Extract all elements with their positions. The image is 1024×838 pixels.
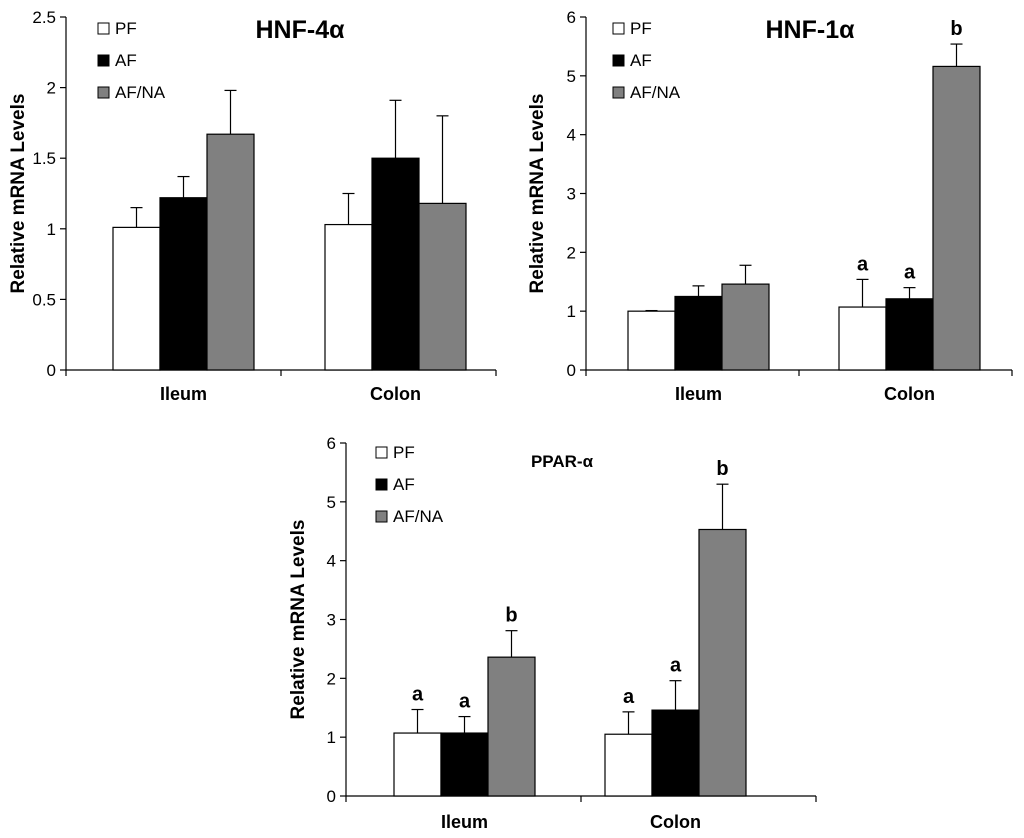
- legend-swatch-af: [612, 54, 625, 67]
- y-tick-label: 1: [327, 728, 336, 747]
- legend-swatch-af-na: [375, 510, 388, 523]
- significance-label: b: [716, 458, 728, 480]
- legend-swatch-af: [97, 54, 110, 67]
- bar-pf-ileum: [112, 226, 161, 371]
- chart-panel-1: 0 0.5 1 1.5 2 2.5 Relative mRNA Levels HNF-4α Il…: [8, 8, 497, 404]
- legend-label: AF/NA: [630, 83, 681, 102]
- y-tick-label: 4: [327, 552, 336, 571]
- significance-label: b: [505, 605, 517, 627]
- x-category-label: Ileum: [675, 384, 722, 404]
- x-category-label: Colon: [650, 812, 701, 832]
- y-tick-label: 3: [567, 185, 576, 204]
- bar-af-colon: [651, 709, 700, 797]
- legend-swatch-af-na: [97, 86, 110, 99]
- y-tick-label: 2: [567, 243, 576, 262]
- significance-label: b: [950, 18, 962, 40]
- legend-label: AF/NA: [115, 83, 166, 102]
- y-tick-label: 4: [567, 126, 576, 145]
- significance-label: a: [857, 253, 869, 275]
- y-tick-label: 2: [47, 79, 56, 98]
- chart-panel-2: 0 1 2 3 4 5 6 Relative mRNA Levels HNF-1α Ileum a a…: [527, 8, 1013, 404]
- x-category-label: Colon: [370, 384, 421, 404]
- bar-af-colon: [885, 298, 934, 371]
- y-axis-label: Relative mRNA Levels: [8, 94, 29, 294]
- legend-swatch-af-na: [612, 86, 625, 99]
- y-tick-label: 3: [327, 611, 336, 630]
- legend-swatch-pf: [612, 22, 625, 35]
- chart-title: HNF-1α: [766, 16, 856, 44]
- legend-label: AF: [115, 51, 137, 70]
- legend-label: PF: [630, 19, 652, 38]
- legend-label: AF: [630, 51, 652, 70]
- bar-pf-ileum: [393, 732, 442, 797]
- chart-title: PPAR-α: [531, 452, 594, 471]
- x-category-label: Colon: [884, 384, 935, 404]
- significance-label: a: [412, 684, 424, 706]
- bar-pf-ileum: [627, 310, 676, 371]
- y-tick-label: 1: [567, 302, 576, 321]
- y-tick-label: 6: [567, 8, 576, 27]
- legend-label: AF/NA: [393, 507, 444, 526]
- legend-swatch-af: [375, 478, 388, 491]
- bar-af-na-ileum: [487, 656, 536, 797]
- bar-af-ileum: [674, 295, 723, 371]
- x-category-label: Ileum: [160, 384, 207, 404]
- x-category-label: Ileum: [441, 812, 488, 832]
- bar-af-na-colon: [698, 528, 747, 797]
- legend-label: PF: [393, 443, 415, 462]
- legend-label: AF: [393, 475, 415, 494]
- bar-af-ileum: [159, 197, 208, 371]
- y-tick-label: 1.5: [32, 149, 56, 168]
- bar-af-na-ileum: [721, 283, 770, 371]
- y-tick-label: 2.5: [32, 8, 56, 27]
- legend-swatch-pf: [375, 446, 388, 459]
- y-tick-label: 0: [47, 361, 56, 380]
- y-tick-label: 5: [327, 493, 336, 512]
- y-tick-label: 2: [327, 669, 336, 688]
- y-axis-label: Relative mRNA Levels: [527, 94, 548, 294]
- bar-af-colon: [371, 157, 420, 371]
- bar-pf-colon: [838, 306, 887, 371]
- bar-af-na-colon: [418, 202, 467, 371]
- significance-label: a: [459, 691, 471, 713]
- y-tick-label: 0.5: [32, 290, 56, 309]
- bar-af-na-ileum: [206, 133, 255, 371]
- significance-label: a: [904, 262, 916, 284]
- significance-label: a: [623, 686, 635, 708]
- bar-pf-colon: [604, 733, 653, 797]
- chart-panel-3: 0 1 2 3 4 5 6 Relative mRNA Levels PPAR-α a a b Ileu…: [288, 434, 817, 832]
- y-tick-label: 6: [327, 434, 336, 453]
- legend-swatch-pf: [97, 22, 110, 35]
- bar-af-ileum: [440, 732, 489, 797]
- significance-label: a: [670, 655, 682, 677]
- bar-af-na-colon: [932, 65, 981, 371]
- y-axis-label: Relative mRNA Levels: [288, 520, 309, 720]
- chart-title: HNF-4α: [256, 16, 346, 44]
- y-tick-label: 5: [567, 67, 576, 86]
- y-tick-label: 0: [327, 787, 336, 806]
- legend-label: PF: [115, 19, 137, 38]
- y-tick-label: 0: [567, 361, 576, 380]
- bar-pf-colon: [324, 223, 373, 371]
- y-tick-label: 1: [47, 220, 56, 239]
